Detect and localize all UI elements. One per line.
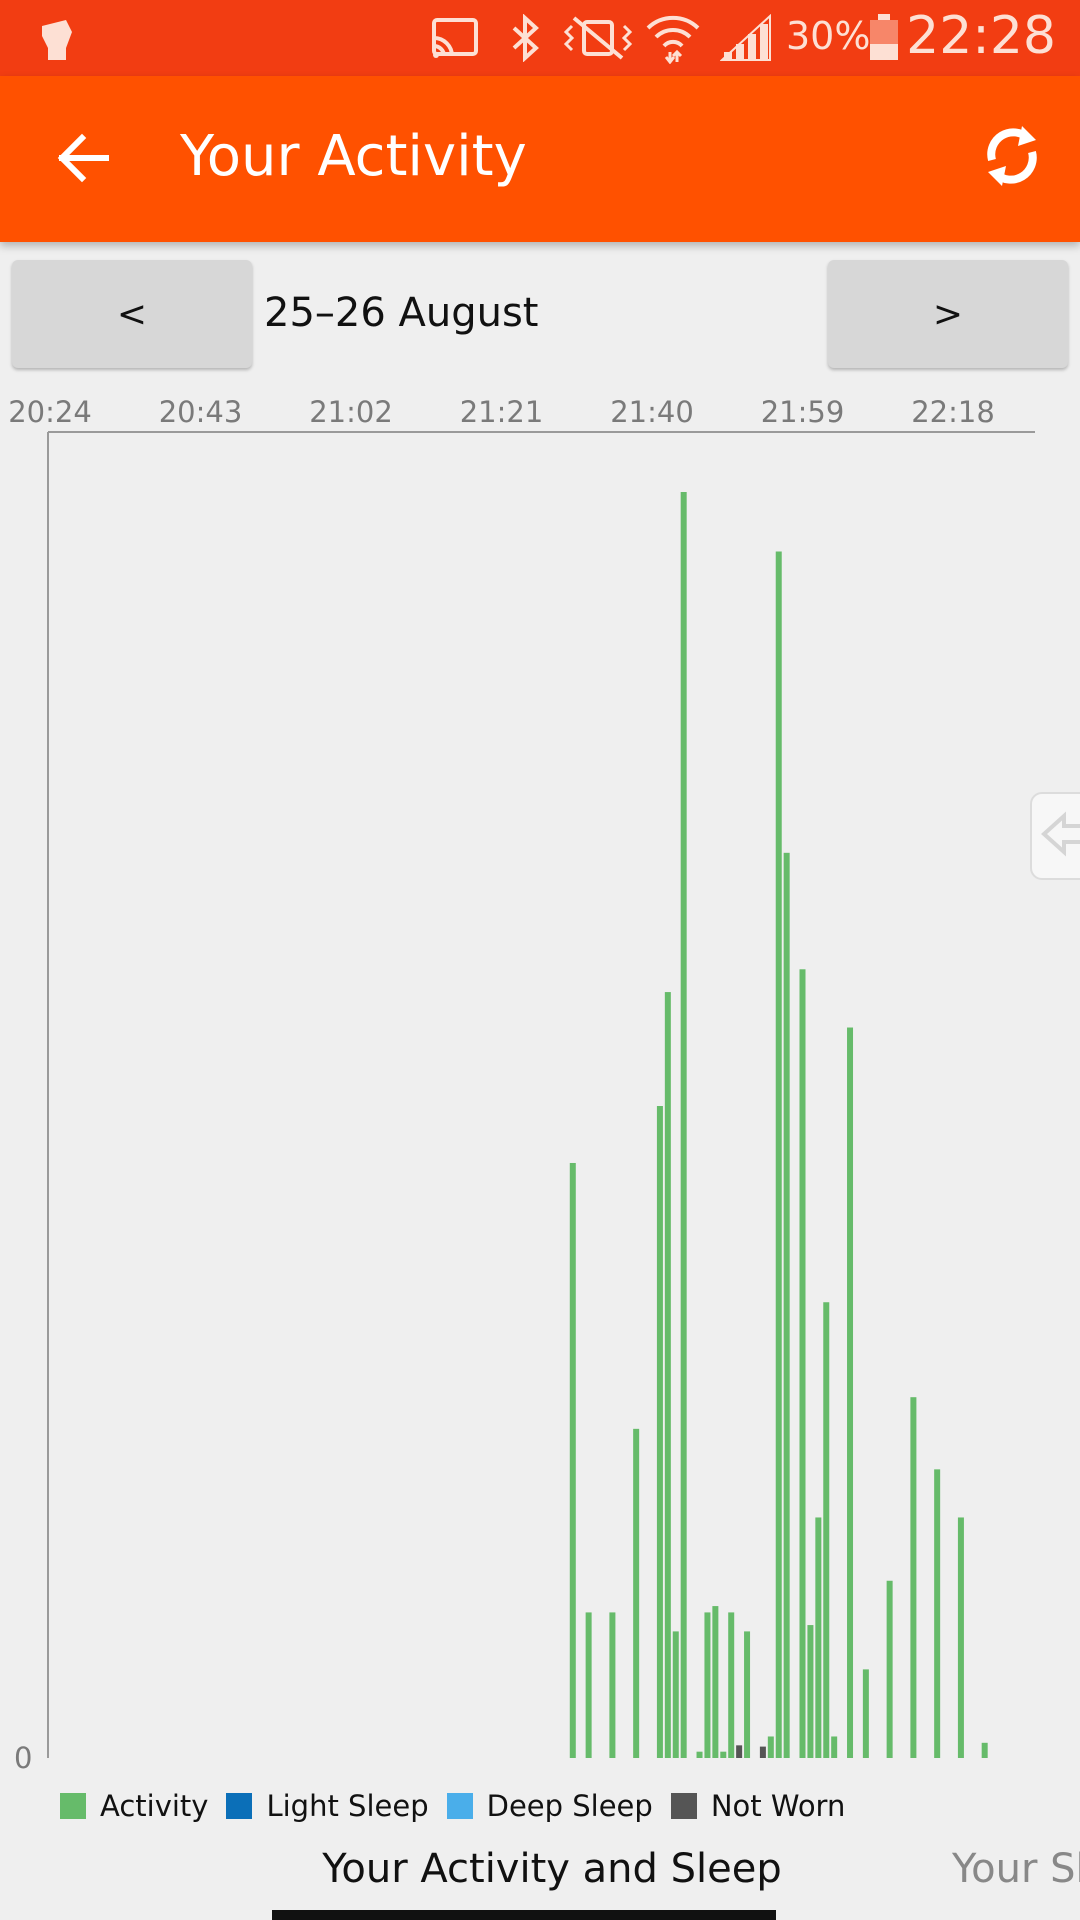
chart-bar [886, 1580, 893, 1758]
x-tick-label: 20:24 [8, 395, 92, 429]
chart-bar [656, 1106, 663, 1758]
status-time: 22:28 [906, 6, 1056, 66]
x-tick-label: 22:18 [911, 395, 995, 429]
chart-bar [767, 1736, 774, 1758]
tab-activity-and-sleep[interactable]: Your Activity and Sleep [322, 1846, 782, 1892]
chart-bar [664, 992, 671, 1758]
y-tick-label: 0 [14, 1741, 32, 1770]
x-tick-label: 21:59 [761, 395, 845, 429]
tab-indicator [272, 1910, 776, 1920]
chart-bar [569, 1162, 576, 1758]
chart-bar [720, 1751, 727, 1758]
x-tick-label: 20:43 [159, 395, 243, 429]
legend-label: Not Worn [710, 1789, 846, 1823]
legend-swatch [226, 1793, 253, 1819]
chart-bar [815, 1517, 822, 1758]
battery-icon [870, 14, 898, 60]
cast-icon [432, 18, 478, 58]
chart-bar [704, 1612, 711, 1758]
legend-label: Light Sleep [266, 1789, 429, 1823]
legend-swatch [60, 1793, 86, 1819]
chart-bar [759, 1746, 766, 1758]
chart-bar [799, 969, 806, 1758]
chart-bar [862, 1669, 869, 1758]
legend-item-not-worn: Not Worn [670, 1789, 846, 1823]
chart-bar [934, 1469, 941, 1758]
signal-icon [720, 14, 771, 61]
legend-label: Deep Sleep [486, 1789, 653, 1823]
legend-swatch [670, 1793, 697, 1819]
x-tick-label: 21:21 [460, 395, 544, 429]
chart-bar [672, 1631, 679, 1758]
bluetooth-icon [512, 14, 539, 62]
arrow-back-icon[interactable] [52, 126, 116, 190]
x-tick-label: 21:40 [610, 395, 694, 429]
chart-bar [910, 1397, 917, 1758]
page-title: Your Activity [180, 124, 527, 189]
chart-bar [585, 1612, 592, 1758]
previous-day-button[interactable]: < [12, 260, 252, 368]
chart-bar [609, 1612, 616, 1758]
legend-item-activity: Activity [60, 1789, 208, 1823]
chart-bar [823, 1302, 830, 1758]
app-bar: Your Activity [0, 76, 1080, 242]
x-tick-label: 21:02 [309, 395, 393, 429]
legend-label: Activity [100, 1789, 209, 1823]
chart-bar [847, 1027, 854, 1758]
wifi-icon [646, 15, 700, 64]
chart-bar [807, 1625, 814, 1758]
next-day-button[interactable]: > [828, 260, 1068, 368]
status-bar: 30% 22:28 [0, 0, 1080, 76]
chart-legend: Activity Light Sleep Deep Sleep Not Worn [60, 1786, 863, 1826]
chart-bar [633, 1428, 640, 1758]
chart-bar [783, 852, 790, 1758]
arrow-left-icon [1041, 811, 1080, 857]
chart-bar [775, 551, 782, 1759]
vibrate-off-icon [563, 16, 633, 60]
legend-item-light-sleep: Light Sleep [226, 1789, 429, 1823]
activity-chart: 20:24 20:43 21:02 21:21 21:40 21:59 22:18 0 [8, 395, 1035, 1770]
battery-percent: 30% [786, 14, 871, 58]
chart-bar [957, 1517, 964, 1758]
chart-bar [831, 1736, 838, 1758]
app-fist-icon [42, 20, 72, 60]
tab-your-sleep[interactable]: Your Sl [952, 1846, 1080, 1892]
chart-bar [736, 1745, 743, 1758]
chart-bar [981, 1742, 988, 1758]
refresh-icon[interactable] [978, 122, 1046, 190]
side-drawer-handle[interactable] [1030, 792, 1080, 880]
chart-bar [728, 1612, 735, 1758]
chart-bar [696, 1751, 703, 1758]
chart-bar [680, 492, 687, 1758]
chart-bar [744, 1631, 751, 1758]
legend-item-deep-sleep: Deep Sleep [446, 1789, 653, 1823]
chart-bar [712, 1606, 719, 1758]
date-range-label: 25–26 August [264, 290, 539, 336]
legend-swatch [446, 1793, 473, 1819]
